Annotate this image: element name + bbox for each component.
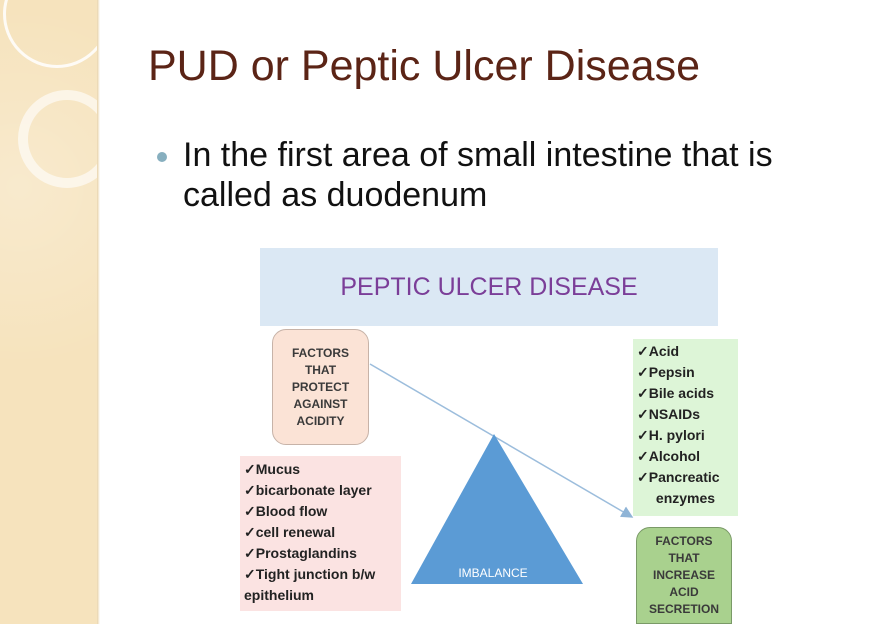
aggressive-factors-list: ✓Acid ✓Pepsin ✓Bile acids ✓NSAIDs ✓H. py… (633, 339, 738, 516)
balance-beam-line (369, 363, 634, 518)
list-item: ✓Tight junction b/w (244, 566, 376, 582)
list-item: ✓Blood flow (244, 503, 328, 519)
list-item: ✓Prostaglandins (244, 545, 357, 561)
list-item: ✓Alcohol (637, 448, 701, 464)
sidebar-edge (97, 0, 100, 624)
list-item: enzymes (655, 490, 716, 506)
bullet-text: In the first area of small intestine tha… (183, 136, 773, 214)
increase-factors-label: FACTORS THAT INCREASE ACID SECRETION (648, 534, 719, 616)
list-item: ✓cell renewal (244, 524, 336, 540)
decorative-sidebar (0, 0, 116, 624)
list-item: ✓NSAIDs (637, 406, 701, 422)
peptic-ulcer-diagram: PEPTIC ULCER DISEASE FACTORS THAT PROTEC… (233, 246, 793, 624)
imbalance-label: IMBALANCE (458, 566, 528, 580)
diagram-title: PEPTIC ULCER DISEASE (340, 272, 638, 301)
list-item: epithelium (244, 587, 315, 603)
decorative-ring (18, 90, 116, 188)
protect-factors-label: FACTORS THAT PROTECT AGAINST ACIDITY (291, 345, 350, 428)
list-item: ✓Mucus (244, 461, 301, 477)
list-item: ✓Bile acids (637, 385, 715, 401)
increase-factors-box: FACTORS THAT INCREASE ACID SECRETION (636, 527, 732, 624)
list-item: ✓bicarbonate layer (244, 482, 372, 498)
protect-factors-box: FACTORS THAT PROTECT AGAINST ACIDITY (272, 329, 369, 445)
bullet-dot-icon (157, 152, 167, 162)
imbalance-triangle (411, 434, 583, 584)
slide-title: PUD or Peptic Ulcer Disease (148, 42, 701, 90)
list-item: ✓Acid (637, 343, 680, 359)
diagram-graphics (369, 363, 634, 584)
list-item: ✓H. pylori (637, 427, 705, 443)
decorative-ring (3, 0, 111, 68)
protective-factors-list: ✓Mucus ✓bicarbonate layer ✓Blood flow ✓c… (240, 456, 401, 611)
diagram-title-banner: PEPTIC ULCER DISEASE (260, 248, 718, 326)
list-item: ✓Pancreatic (637, 469, 720, 485)
list-item: ✓Pepsin (637, 364, 695, 380)
